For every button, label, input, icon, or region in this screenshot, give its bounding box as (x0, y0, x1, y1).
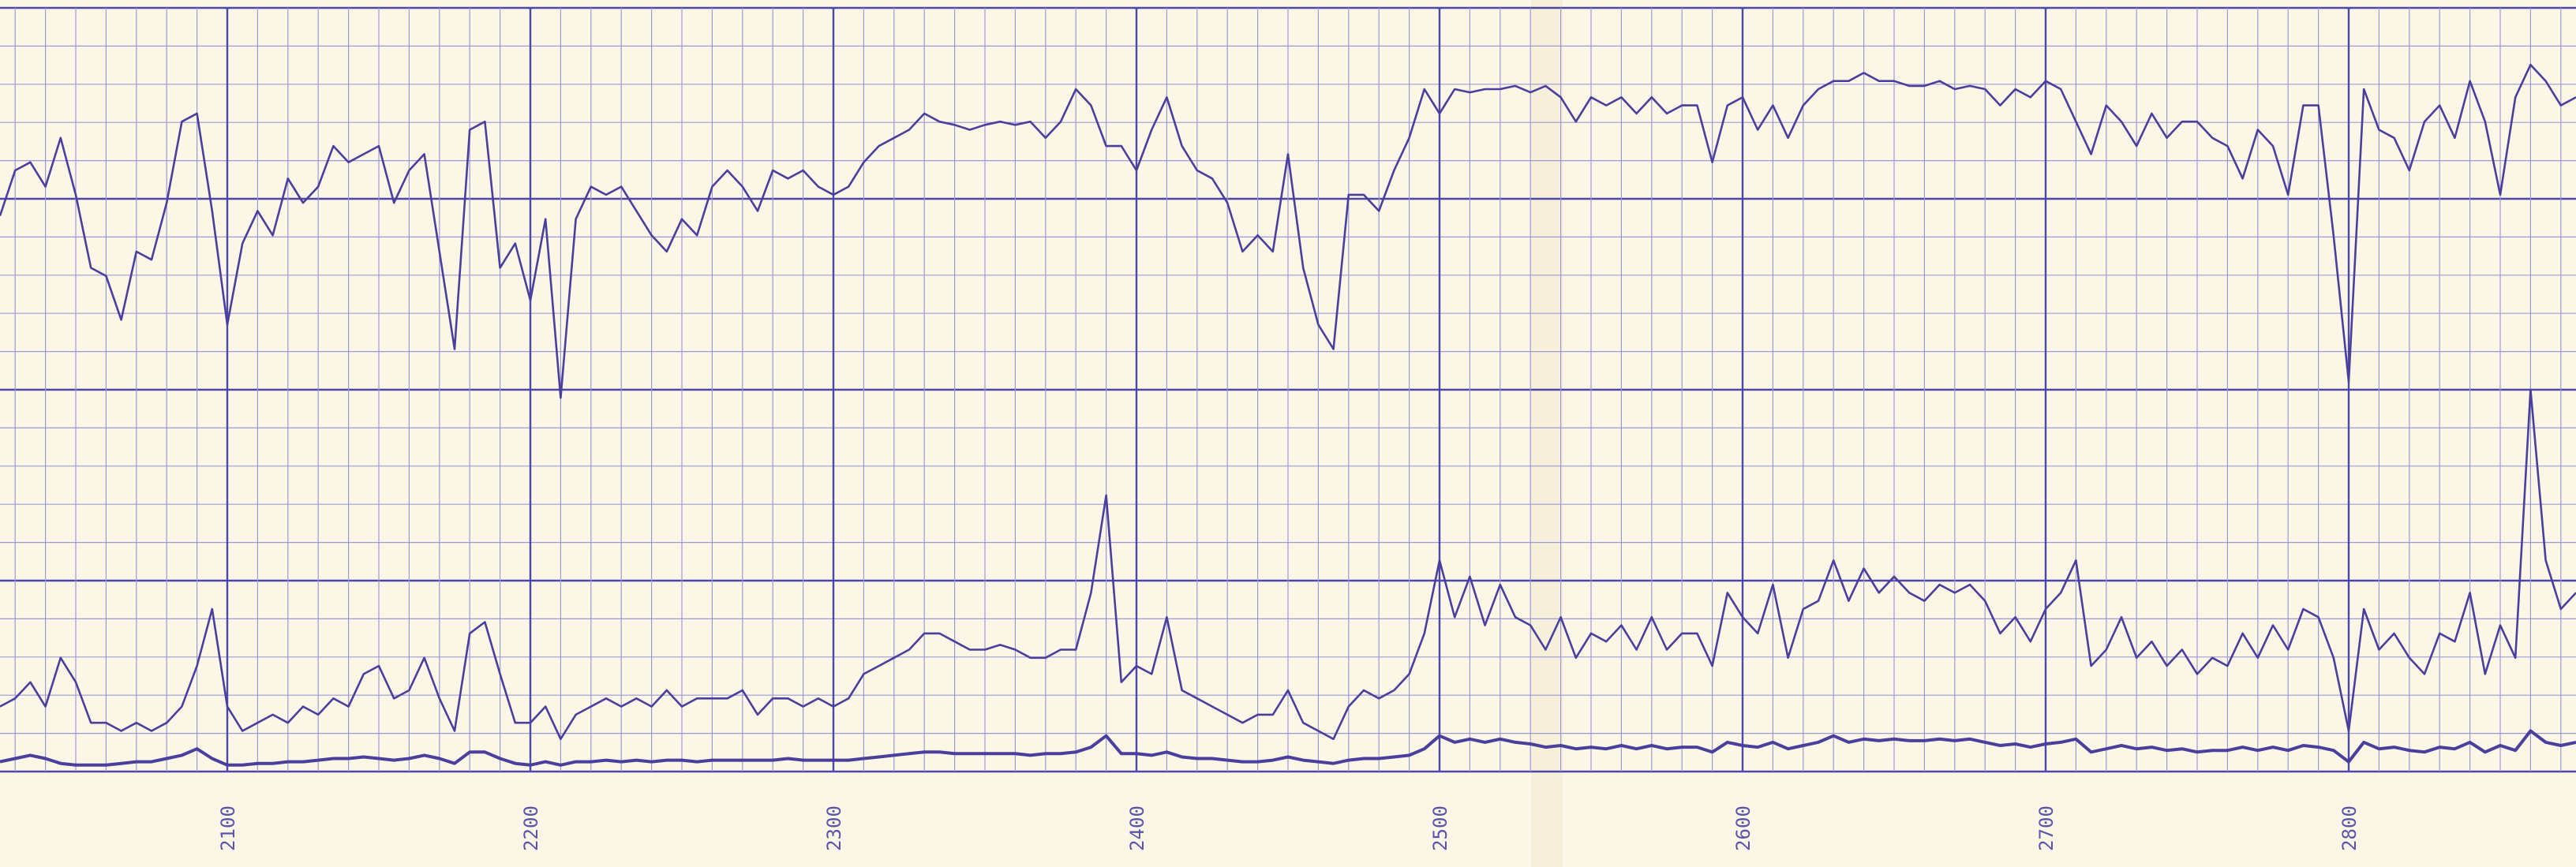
x-tick-label: 2300 (823, 805, 845, 851)
x-tick-label: 2600 (1732, 805, 1754, 851)
x-tick-label: 2800 (2338, 805, 2361, 851)
x-tick-label: 2200 (520, 805, 542, 851)
labels: 2100 2200 2300 2400 2500 2600 2700 2800 (217, 805, 2361, 851)
x-tick-label: 2500 (1429, 805, 1451, 851)
paper-fold (1531, 0, 1563, 867)
trace (0, 63, 2576, 399)
x-tick-label: 2700 (2035, 805, 2057, 851)
x-tick-label: 2400 (1126, 805, 1148, 851)
trace (0, 729, 2576, 767)
x-tick-label: 2100 (217, 805, 239, 851)
trace (0, 388, 2576, 741)
grid (0, 6, 2576, 773)
plot (0, 63, 2576, 767)
